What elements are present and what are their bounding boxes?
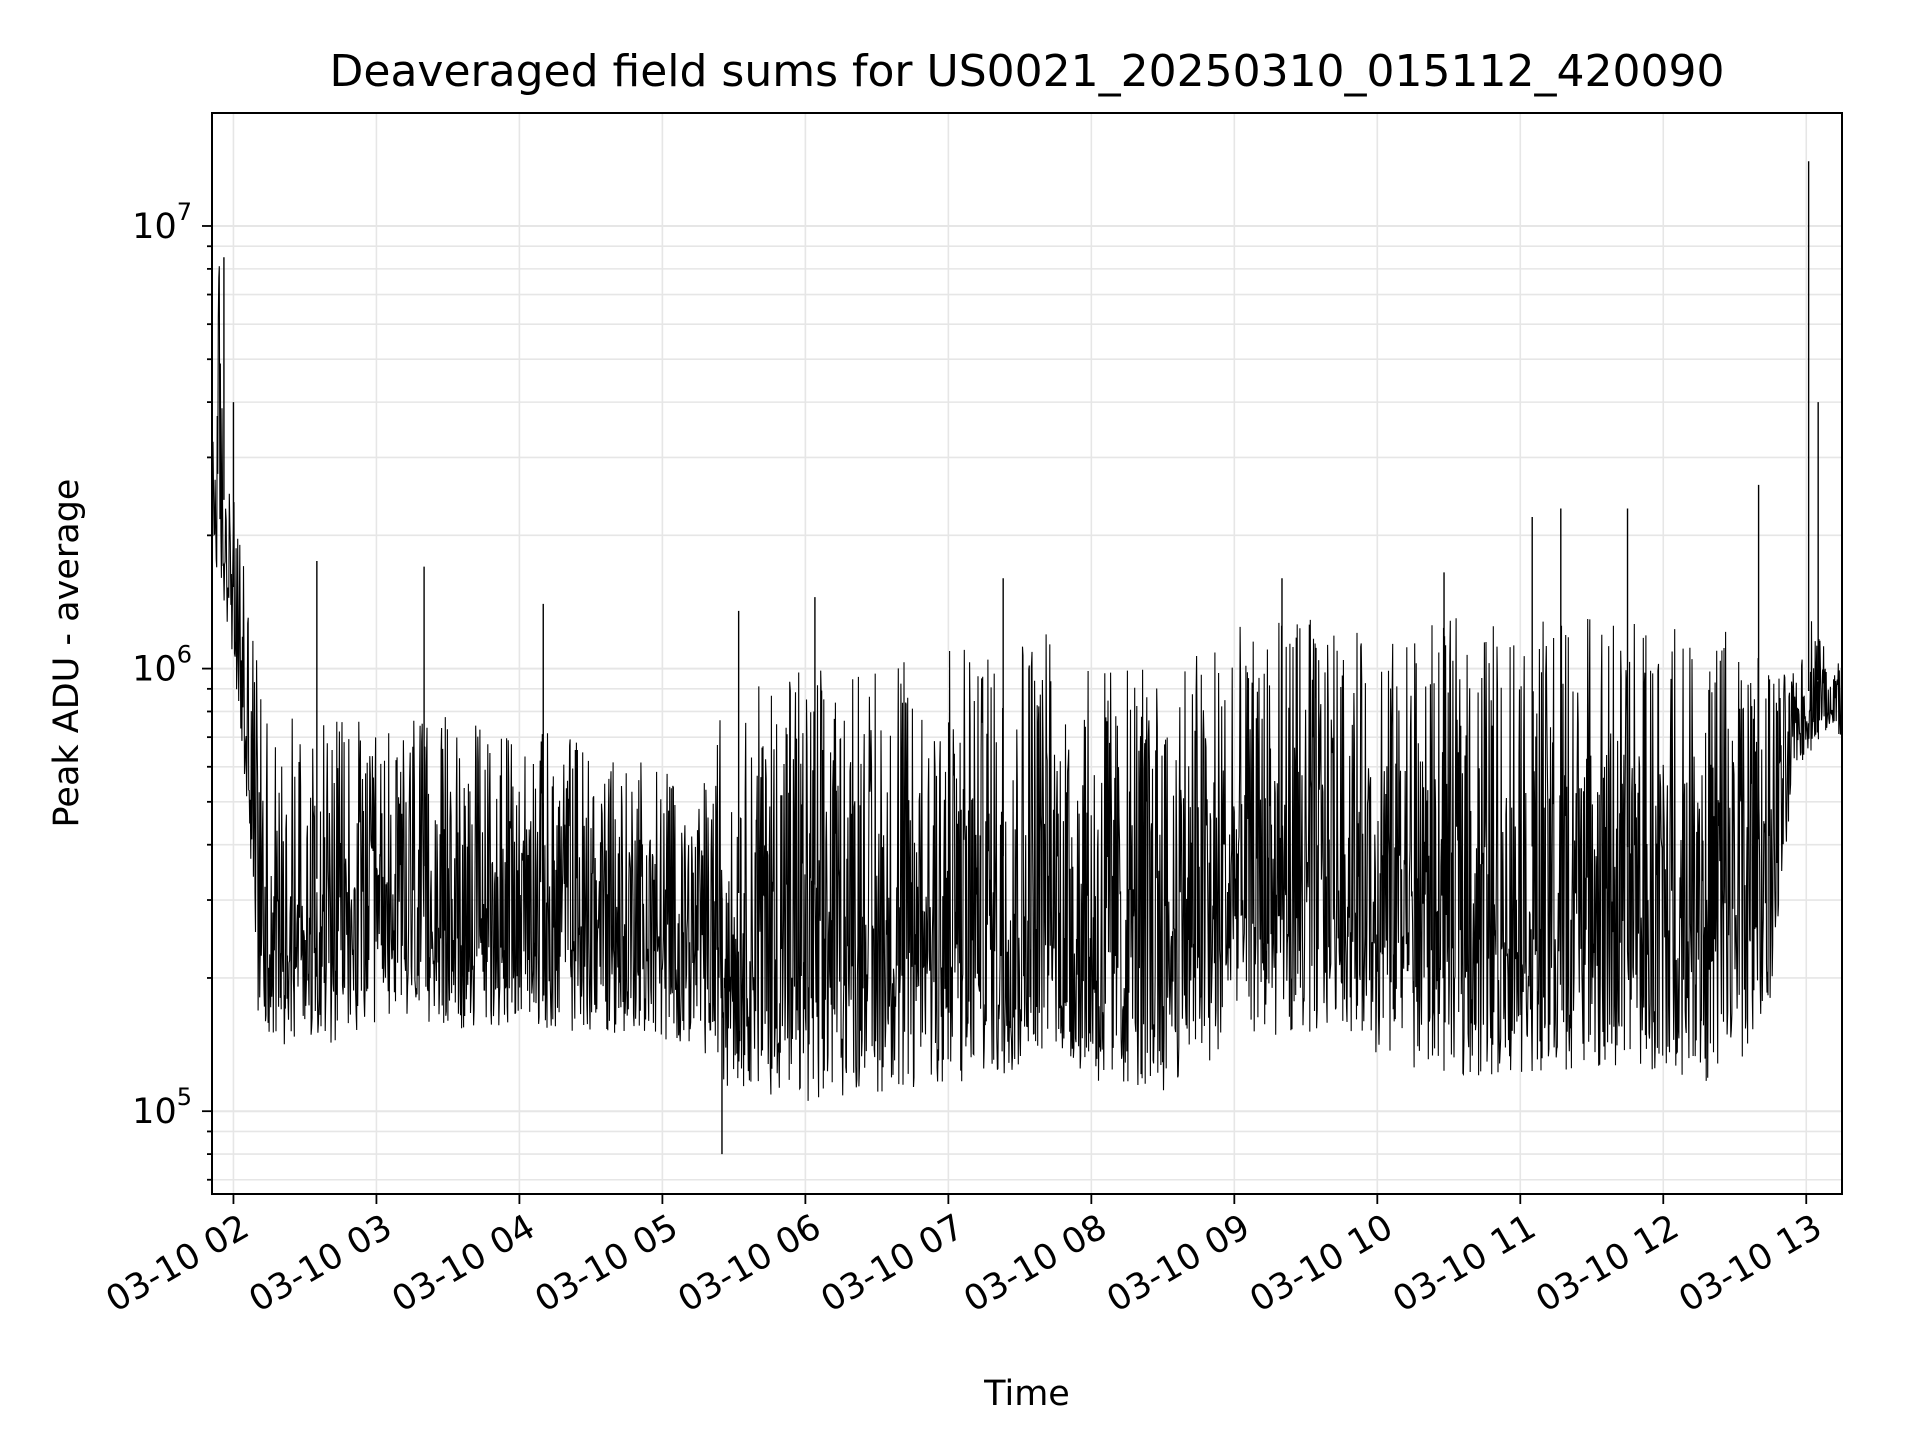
y-axis-label: Peak ADU - average	[47, 479, 87, 828]
y-axis: 105 106 107	[132, 198, 212, 1181]
chart-title: Deaveraged field sums for US0021_2025031…	[330, 46, 1725, 97]
series-line	[211, 266, 1843, 1101]
y-tick-label: 105	[132, 1083, 192, 1132]
grid-layer	[212, 113, 1842, 1194]
y-tick-label: 106	[132, 641, 192, 690]
x-axis-label: Time	[983, 1374, 1070, 1414]
y-tick-label: 107	[132, 198, 192, 247]
plot-area	[211, 161, 1843, 1155]
axes-frame	[211, 112, 1843, 1195]
